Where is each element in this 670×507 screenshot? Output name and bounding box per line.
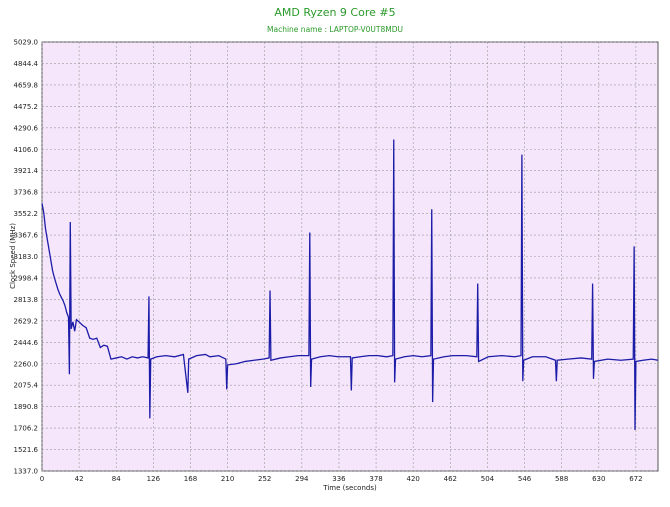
x-tick-label: 630 bbox=[592, 475, 605, 483]
x-tick-label: 0 bbox=[40, 475, 44, 483]
y-tick-label: 3736.8 bbox=[14, 189, 39, 197]
y-tick-label: 2629.2 bbox=[14, 317, 39, 325]
x-tick-label: 42 bbox=[75, 475, 84, 483]
x-axis-label: Time (seconds) bbox=[322, 484, 377, 492]
y-tick-label: 4106.0 bbox=[14, 146, 39, 154]
x-tick-label: 462 bbox=[444, 475, 457, 483]
x-tick-label: 378 bbox=[369, 475, 382, 483]
x-tick-label: 672 bbox=[629, 475, 642, 483]
data-line bbox=[41, 139, 659, 430]
y-tick-label: 5029.0 bbox=[14, 39, 39, 47]
y-tick-label: 4659.8 bbox=[14, 81, 39, 89]
y-tick-label: 3183.0 bbox=[14, 253, 39, 261]
x-tick-label: 168 bbox=[184, 475, 197, 483]
y-axis-label: Clock Speed (MHz) bbox=[9, 223, 17, 289]
y-tick-label: 4475.2 bbox=[14, 103, 39, 111]
y-tick-label: 1521.6 bbox=[14, 446, 39, 454]
y-tick-label: 4844.4 bbox=[14, 60, 39, 68]
x-tick-label: 588 bbox=[555, 475, 568, 483]
x-tick-label: 504 bbox=[481, 475, 495, 483]
y-tick-label: 4290.6 bbox=[14, 124, 39, 132]
y-tick-label: 2075.4 bbox=[14, 382, 39, 390]
x-tick-label: 336 bbox=[332, 475, 346, 483]
x-tick-label: 294 bbox=[295, 475, 309, 483]
y-tick-label: 3367.6 bbox=[14, 232, 39, 240]
chart-title: AMD Ryzen 9 Core #5 bbox=[274, 6, 395, 19]
y-tick-label: 1337.0 bbox=[14, 468, 39, 476]
y-tick-label: 1890.8 bbox=[14, 403, 39, 411]
y-tick-label: 1706.2 bbox=[14, 425, 39, 433]
x-tick-label: 126 bbox=[147, 475, 161, 483]
x-tick-label: 210 bbox=[221, 475, 234, 483]
y-tick-label: 2813.8 bbox=[14, 296, 39, 304]
x-tick-label: 546 bbox=[518, 475, 532, 483]
x-tick-label: 84 bbox=[112, 475, 121, 483]
y-tick-label: 3921.4 bbox=[14, 167, 39, 175]
x-tick-label: 252 bbox=[258, 475, 271, 483]
x-tick-label: 420 bbox=[407, 475, 420, 483]
y-tick-label: 2998.4 bbox=[14, 274, 39, 282]
y-tick-label: 2444.6 bbox=[14, 339, 39, 347]
y-tick-label: 3552.2 bbox=[14, 210, 39, 218]
chart-subtitle: Machine name : LAPTOP-V0UT8MDU bbox=[267, 25, 403, 34]
y-tick-label: 2260.0 bbox=[14, 360, 39, 368]
